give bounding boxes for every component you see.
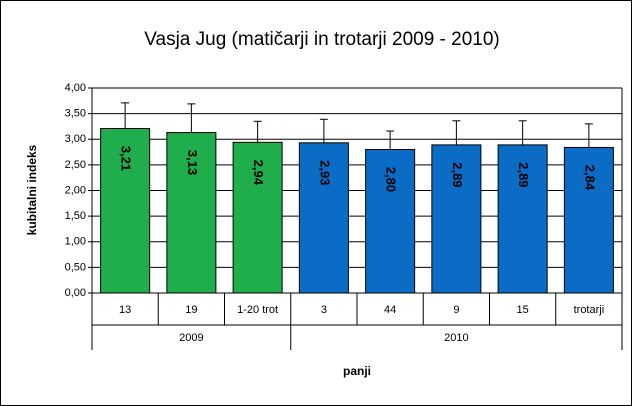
value-label: 2,89 [516,162,531,187]
bar [563,146,614,294]
y-tick-label: 3,00 [65,133,86,145]
bar [497,144,548,294]
x-tick-label: 9 [453,304,459,316]
y-tick-label: 2,50 [65,159,86,171]
bar [365,149,416,294]
group-label: 2009 [179,332,203,344]
value-label: 2,89 [450,162,465,187]
y-tick-label: 3,50 [65,108,86,120]
x-axis-label: panji [343,364,371,378]
value-label: 2,94 [251,160,266,186]
chart-title: Vasja Jug (matičarji in trotarji 2009 - … [144,29,500,50]
value-label: 2,93 [317,160,332,185]
x-tick-label: 19 [185,304,197,316]
value-label: 2,80 [384,167,399,192]
y-tick-label: 1,00 [65,236,86,248]
bar [166,132,217,294]
bar [431,144,482,294]
value-label: 3,13 [185,150,200,175]
bar [232,141,283,294]
bar [298,142,349,294]
x-tick-label: 13 [119,304,131,316]
group-label: 2010 [444,332,468,344]
y-tick-label: 1,50 [65,210,86,222]
value-label: 2,84 [582,165,597,191]
y-axis-label: kubitalni indeks [25,144,39,235]
x-tick-label: trotarji [574,304,605,316]
x-tick-label: 1-20 trot [237,304,278,316]
y-tick-label: 2,00 [65,184,86,196]
x-tick-label: 15 [517,304,529,316]
value-label: 3,21 [119,146,134,171]
y-tick-label: 4,00 [65,82,86,94]
x-tick-label: 3 [321,304,327,316]
y-tick-label: 0,50 [65,261,86,273]
y-tick-label: 0,00 [65,287,86,299]
x-tick-label: 44 [384,304,396,316]
